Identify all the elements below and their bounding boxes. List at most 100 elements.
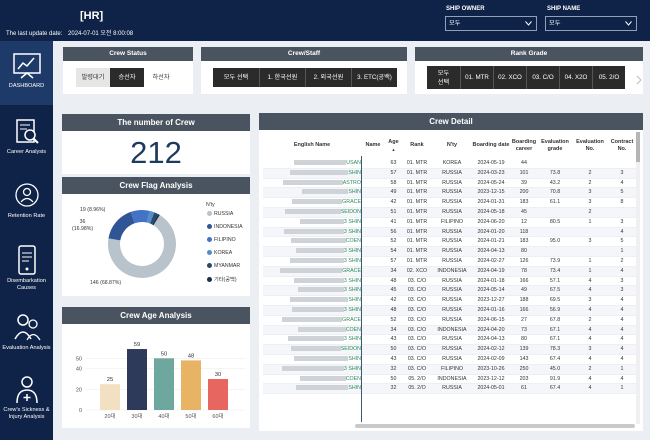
table-cell: 2 xyxy=(608,256,636,267)
name-fragment: SHIN xyxy=(348,355,361,362)
column-header[interactable]: Boarding career xyxy=(511,138,537,152)
table-cell: 80.5 xyxy=(538,217,572,228)
column-header[interactable]: Evaluation No. xyxy=(576,138,604,152)
age-bar-40대[interactable] xyxy=(154,358,174,410)
staff-option-korean[interactable]: 1. 한국선원 xyxy=(259,68,305,87)
status-option-disembarked[interactable]: 하선자 xyxy=(144,68,178,87)
table-cell: 3 xyxy=(608,168,636,179)
sidebar-item-evaluation-analysis[interactable]: Evaluation Analysis xyxy=(0,311,53,363)
rank-option-mtr[interactable]: 01. MTR xyxy=(460,66,493,89)
table-row[interactable]: 3 SHIN 32 03. C/O FILIPINO 2023-10-26 250 45.0… xyxy=(263,364,636,375)
staff-option-foreign[interactable]: 2. 외국선원 xyxy=(305,68,351,87)
table-row[interactable]: USAN 63 01. MTR KOREA 2024-05-19 44 xyxy=(263,159,636,169)
age-bar-50대[interactable] xyxy=(181,360,201,410)
table-cell xyxy=(538,246,572,257)
table-row[interactable]: GRACE 34 02. XCO INDONESIA 2024-04-19 78 73.4 1… xyxy=(263,266,636,277)
table-cell: 5 xyxy=(608,187,636,199)
career-search-icon xyxy=(15,119,39,144)
table-cell: 139 xyxy=(510,344,538,355)
table-row[interactable]: SHIN 42 03. C/O RUSSIA 2023-12-27 188 69.5 3 4 xyxy=(263,295,636,306)
rank-option-co[interactable]: 03. C/O xyxy=(526,66,559,89)
redacted-name xyxy=(290,238,346,244)
column-header[interactable]: N'ty xyxy=(446,142,458,148)
legend-label: 기타(공백) xyxy=(214,277,237,283)
column-header[interactable]: Age ▲ xyxy=(385,132,402,159)
rank-option-xco[interactable]: 02. XCO xyxy=(493,66,526,89)
table-cell: FILIPINO xyxy=(432,364,472,375)
table-cell: 3 xyxy=(608,285,636,297)
scrollbar-thumb[interactable] xyxy=(636,132,640,162)
table-row[interactable]: COEN 34 03. C/O INDONESIA 2024-04-20 73 67.1 4 4 xyxy=(263,325,636,336)
donut-slice-korea[interactable] xyxy=(146,210,155,224)
last-update: The last update date: 2024-07-01 오전 8:00… xyxy=(6,28,133,37)
table-row[interactable]: 3 SHIN 43 03. C/O RUSSIA 2024-04-13 80 67.1 4 4 xyxy=(263,334,636,346)
sidebar-item-disembarkation-causes[interactable]: Disembarkation Causes xyxy=(0,244,53,300)
table-cell: KOREA xyxy=(432,159,472,169)
donut-slice-russia[interactable] xyxy=(108,215,177,278)
ship-owner-dropdown[interactable]: 모두 xyxy=(445,16,537,31)
flag-legend-item: INDONESIA xyxy=(207,224,243,230)
staff-option-all[interactable]: 모두 선택 xyxy=(213,68,259,87)
table-row[interactable]: SHIN 49 01. MTR RUSSIA 2023-12-15 200 70.8 3 5 xyxy=(263,187,636,199)
ship-name-dropdown[interactable]: 모두 xyxy=(545,16,637,31)
table-row[interactable]: SEIDON 50 03. C/O RUSSIA 2024-02-12 139 78.3 3 4 xyxy=(263,344,636,355)
donut-slice-myanmar[interactable] xyxy=(150,212,159,225)
donut-slice-filipino[interactable] xyxy=(130,210,150,224)
rank-option-2o[interactable]: 05. 2/O xyxy=(592,66,625,89)
rank-option-all[interactable]: 모두 선택 xyxy=(427,66,460,89)
sidebar-item-retention-rate[interactable]: Retention Rate xyxy=(0,181,53,231)
table-row[interactable]: 3 SHIN 57 01. MTR RUSSIA 2024-02-27 126 73.9 1 2 xyxy=(263,256,636,267)
column-header[interactable]: Contract No. xyxy=(610,138,634,152)
column-header[interactable]: Boarding date xyxy=(472,142,510,148)
redacted-name xyxy=(290,297,349,303)
table-row[interactable]: COEN 52 01. MTR RUSSIA 2024-01-21 183 95.0 3 5 xyxy=(263,236,636,248)
table-row[interactable]: ASTRO 58 01. MTR RUSSIA 2024-05-24 39 43.2 2 4 xyxy=(263,178,636,189)
legend-label: FILIPINO xyxy=(214,237,236,243)
sidebar-item-dashboard[interactable]: DASHBOARD xyxy=(0,41,53,105)
table-row[interactable]: GRACE 52 03. C/O RUSSIA 2024-06-15 27 67.8 2 4 xyxy=(263,315,636,326)
table-row[interactable]: SHIN 43 03. C/O RUSSIA 2024-02-09 143 67.4 4 4 xyxy=(263,354,636,365)
sidebar-item-career-analysis[interactable]: Career Analysis xyxy=(0,117,53,167)
donut-slice-기타(공백)[interactable] xyxy=(152,214,160,226)
table-row[interactable]: 3 SHIN 56 01. MTR RUSSIA 2024-01-20 118 4 xyxy=(263,227,636,238)
redacted-name xyxy=(292,199,343,205)
status-option-waiting[interactable]: 발령대기 xyxy=(76,68,110,87)
table-row[interactable]: 3 SHIN 48 03. C/O RUSSIA 2024-01-16 166 56.9 4 4 xyxy=(263,305,636,316)
status-option-onboard[interactable]: 승선자 xyxy=(110,68,144,87)
age-bar-60대[interactable] xyxy=(208,379,228,410)
table-row[interactable]: 3 SHIN 54 01. MTR RUSSIA 2024-04-13 80 1 xyxy=(263,246,636,257)
table-row[interactable]: SHIN 57 01. MTR RUSSIA 2024-03-23 101 73.8 2 3 xyxy=(263,168,636,179)
table-cell: 2024-04-13 xyxy=(472,246,510,257)
flag-legend-item: MYANMAR xyxy=(207,263,240,269)
table-cell: 3 xyxy=(572,344,608,355)
rank-grade-title: Rank Grade xyxy=(415,47,643,61)
column-header[interactable]: Name xyxy=(365,142,381,148)
column-header[interactable]: Rank xyxy=(410,142,424,148)
crew-count-title: The number of Crew xyxy=(62,114,250,131)
name-fragment: SEIDON xyxy=(340,208,361,215)
english-name-cell: 3 SHIN xyxy=(263,305,361,316)
column-header[interactable]: Evaluation grade xyxy=(541,138,569,152)
table-row[interactable]: 3 SHIN 41 01. MTR FILIPINO 2024-06-20 12 80.5 1… xyxy=(263,217,636,228)
flag-donut-chart xyxy=(108,210,177,278)
table-row[interactable]: COEN 50 05. 2/O INDONESIA 2023-12-12 203 91.9 4… xyxy=(263,374,636,385)
crew-count-value: 212 xyxy=(130,135,182,170)
age-bar-20대[interactable] xyxy=(100,384,120,410)
vertical-scrollbar[interactable] xyxy=(636,132,640,424)
sort-ascending-icon[interactable]: ▲ xyxy=(391,146,396,152)
table-row[interactable]: GRACE 42 01. MTR RUSSIA 2024-01-31 183 61.1 3 8 xyxy=(263,197,636,208)
age-bar-30대[interactable] xyxy=(127,349,147,410)
donut-slice-indonesia[interactable] xyxy=(108,211,135,241)
rank-option-x2o[interactable]: 04. X2O xyxy=(559,66,592,89)
name-fragment: ASTRO xyxy=(342,179,361,186)
staff-option-etc[interactable]: 3. ETC(공백) xyxy=(351,68,397,87)
column-header[interactable]: English Name xyxy=(293,142,331,148)
table-row[interactable]: 3 SHIN 45 03. C/O RUSSIA 2024-05-14 49 67.5 4 3 xyxy=(263,285,636,297)
flag-legend-item: RUSSIA xyxy=(207,211,233,217)
table-row[interactable]: SHIN 32 05. 2/O RUSSIA 2024-05-01 61 67.4 4 1 xyxy=(263,383,636,395)
chevron-right-icon[interactable] xyxy=(636,75,642,85)
horizontal-scrollbar[interactable] xyxy=(355,424,635,428)
table-row[interactable]: 3 SHIN 48 03. C/O RUSSIA 2024-01-18 166 57.1 4 3 xyxy=(263,276,636,287)
table-row[interactable]: SEIDON 51 01. MTR RUSSIA 2024-05-18 45 2 xyxy=(263,207,636,218)
sidebar-item-sickness-injury[interactable]: Crew's Sickness & Injury Analysis xyxy=(0,373,53,433)
